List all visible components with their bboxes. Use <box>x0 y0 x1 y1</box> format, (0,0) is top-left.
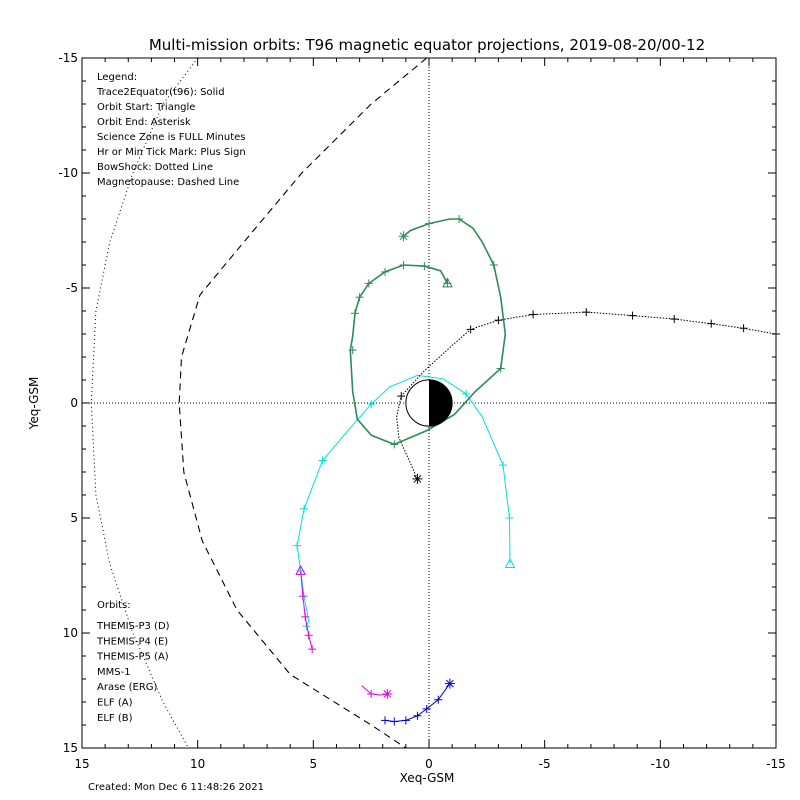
footer-created: Created: Mon Dec 6 11:48:26 2021 <box>88 782 264 793</box>
legend-line: Orbit Start: Triangle <box>97 102 195 113</box>
x-tick-label: -15 <box>766 757 786 771</box>
legend-line: Hr or Min Tick Mark: Plus Sign <box>97 147 246 158</box>
orbit-legend-item: THEMIS-P3 (D) <box>96 621 170 632</box>
orbit-legend-item: Arase (ERG) <box>97 682 158 693</box>
orbit-legend-item: MMS-1 <box>97 667 131 678</box>
legend-line: Magnetopause: Dashed Line <box>97 177 239 188</box>
end-asterisk-arase-erg <box>399 232 408 241</box>
end-asterisk-themis-p5-a <box>383 690 392 698</box>
series-themis-p5-a <box>295 564 393 699</box>
x-tick-label: -5 <box>539 757 551 771</box>
orbit-line-arase-erg <box>349 218 507 446</box>
bow-shock-line <box>90 57 199 749</box>
orbit-legend-item: ELF (A) <box>97 698 133 709</box>
y-tick-label: 15 <box>63 741 78 755</box>
series-themis-p4-e <box>381 678 455 726</box>
legend: Legend: Trace2Equator(t96): Solid Orbit St… <box>96 72 246 724</box>
earth-icon <box>405 379 453 427</box>
orbit-legend-item: THEMIS-P4 (E) <box>96 636 168 647</box>
x-tick-label: 15 <box>74 757 89 771</box>
series-layer <box>293 215 780 726</box>
boundaries <box>90 57 428 749</box>
orbit-line-mms-1 <box>396 311 777 480</box>
orbit-legend-item: ELF (B) <box>97 713 133 724</box>
legend-line: Legend: <box>97 72 137 83</box>
y-axis-label: Yeq-GSM <box>27 377 41 431</box>
x-tick-label: 0 <box>425 757 433 771</box>
start-triangle-arase-erg <box>442 277 453 288</box>
y-tick-label: -15 <box>58 51 78 65</box>
axes: 15 10 5 0 -5 -10 -15 -15 -10 -5 0 5 10 15 <box>58 51 785 771</box>
x-tick-label: -10 <box>651 757 671 771</box>
y-tick-label: 0 <box>70 396 78 410</box>
chart-title: Multi-mission orbits: T96 magnetic equat… <box>149 36 705 54</box>
legend-line: Orbit End: Asterisk <box>97 117 191 128</box>
series-mms-1 <box>396 308 780 484</box>
x-axis-label: Xeq-GSM <box>400 771 455 785</box>
orbit-legend-item: THEMIS-P5 (A) <box>96 652 169 663</box>
series-arase-erg <box>348 215 507 449</box>
y-tick-label: -5 <box>66 281 78 295</box>
earth-night-side <box>429 379 453 427</box>
x-tick-label: 5 <box>310 757 318 771</box>
orbit-line-themis-p5-a-2 <box>361 685 388 696</box>
x-tick-label: 10 <box>190 757 205 771</box>
y-tick-label: -10 <box>58 166 78 180</box>
start-triangle-themis-p5-a <box>295 564 306 575</box>
y-tick-label: 5 <box>70 511 78 525</box>
end-asterisk-themis-p4-e <box>445 679 454 688</box>
legend-line: Science Zone is FULL Minutes <box>97 132 246 143</box>
legend-line: Trace2Equator(t96): Solid <box>96 87 225 98</box>
start-triangle-themis-p3-d <box>504 557 516 568</box>
orbits-title: Orbits: <box>97 600 131 611</box>
magnetopause-line <box>178 57 428 749</box>
legend-line: BowShock: Dotted Line <box>97 162 213 173</box>
y-tick-label: 10 <box>63 626 78 640</box>
end-asterisk-mms-1 <box>413 475 422 483</box>
